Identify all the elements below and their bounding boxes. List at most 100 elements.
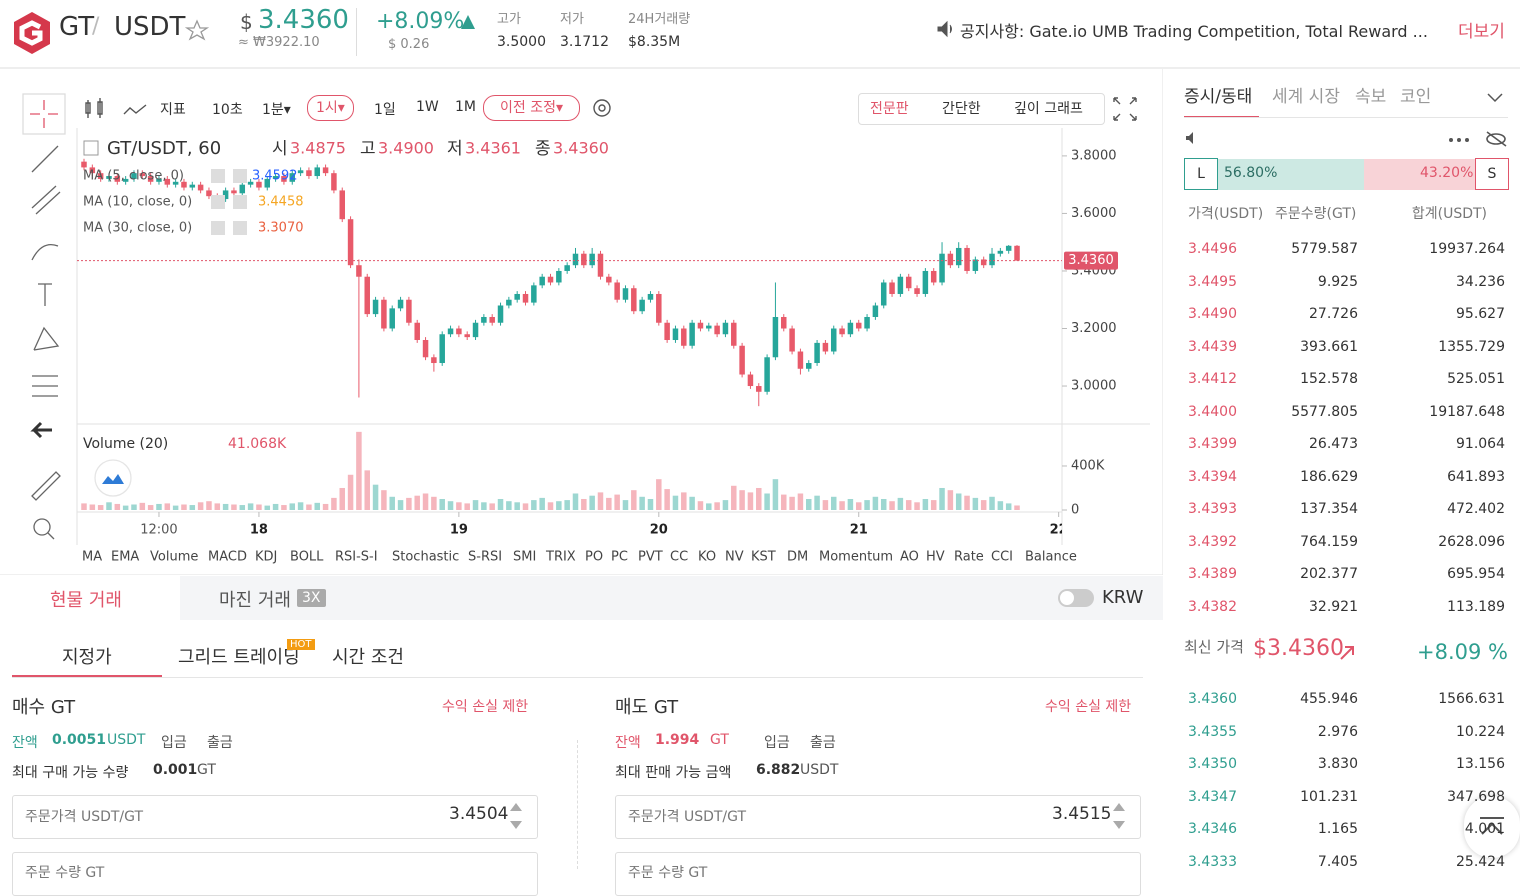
view-button[interactable]: 깊이 그래프 bbox=[1014, 101, 1083, 117]
deposit-link[interactable]: 입금 bbox=[764, 735, 790, 751]
indicator-link[interactable]: KST bbox=[751, 550, 776, 565]
indicator-link[interactable]: HV bbox=[926, 550, 945, 565]
header-border bbox=[0, 67, 1520, 69]
interval-button[interactable]: 10초 bbox=[212, 102, 243, 118]
long-tag: L bbox=[1184, 158, 1218, 190]
interval-button[interactable]: 1시▾ bbox=[307, 95, 354, 121]
order-price[interactable]: 3.4346 bbox=[1188, 821, 1237, 837]
tpsl-link[interactable]: 수익 손실 제한 bbox=[442, 699, 529, 715]
indicator-link[interactable]: Volume bbox=[150, 550, 198, 565]
order-amount: 1.165 bbox=[1317, 821, 1358, 837]
interval-button[interactable]: 1W bbox=[416, 99, 439, 115]
order-price[interactable]: 3.4392 bbox=[1188, 533, 1237, 550]
indicator-link[interactable]: TRIX bbox=[545, 550, 576, 565]
order-price[interactable]: 3.4439 bbox=[1188, 338, 1237, 355]
candle-body bbox=[864, 316, 870, 329]
margin-tab[interactable]: 마진 거래 bbox=[219, 590, 291, 611]
volume-bar bbox=[897, 497, 904, 510]
candle-body bbox=[472, 322, 479, 338]
stepper[interactable] bbox=[510, 821, 522, 829]
indicator-link[interactable]: PVT bbox=[638, 550, 663, 565]
candle-body bbox=[364, 276, 370, 315]
candle-body bbox=[597, 253, 604, 277]
order-price[interactable]: 3.4355 bbox=[1188, 723, 1237, 740]
indicator-link[interactable]: S-RSI bbox=[468, 550, 502, 565]
ohlc-value: 3.4361 bbox=[465, 139, 521, 158]
order-price[interactable]: 3.4490 bbox=[1188, 306, 1237, 322]
order-price[interactable]: 3.4382 bbox=[1188, 598, 1237, 615]
scroll-top[interactable] bbox=[1464, 796, 1520, 858]
indicator-link[interactable]: PO bbox=[585, 550, 603, 565]
indicator-link[interactable]: RSI-S-I bbox=[335, 550, 378, 565]
order-price[interactable]: 3.4412 bbox=[1188, 371, 1237, 387]
interval-button[interactable]: 1일 bbox=[374, 102, 396, 118]
favorite-star[interactable] bbox=[184, 19, 210, 41]
indicator-link[interactable]: AO bbox=[900, 550, 919, 565]
indicator-link[interactable]: CC bbox=[670, 550, 688, 565]
chart-type-icons[interactable] bbox=[85, 97, 1137, 121]
volume-bar bbox=[281, 505, 287, 510]
order-price[interactable]: 3.4400 bbox=[1188, 403, 1237, 420]
time-tab[interactable]: 시간 조건 bbox=[332, 647, 404, 668]
indicator-link[interactable]: Momentum bbox=[819, 550, 893, 565]
price-symbol: $ bbox=[240, 10, 253, 34]
more-link[interactable]: 더보기 bbox=[1458, 22, 1505, 42]
view-button[interactable]: 전문판 bbox=[870, 101, 909, 117]
order-price[interactable]: 3.4495 bbox=[1188, 273, 1237, 290]
indicator-link[interactable]: Stochastic bbox=[392, 550, 459, 565]
indicator-link[interactable]: Balance bbox=[1025, 550, 1077, 565]
view-button[interactable]: 간단한 bbox=[942, 101, 981, 117]
order-price[interactable]: 3.4333 bbox=[1188, 853, 1237, 870]
volume-bar bbox=[1005, 503, 1012, 510]
volume-bar bbox=[1014, 505, 1020, 510]
adjust-button[interactable]: 이전 조정▾ bbox=[483, 95, 580, 121]
spot-tab[interactable]: 현물 거래 bbox=[50, 590, 122, 611]
order-price[interactable]: 3.4394 bbox=[1188, 468, 1237, 485]
indicator-button[interactable]: 지표 bbox=[160, 102, 186, 118]
order-price[interactable]: 3.4399 bbox=[1188, 436, 1237, 452]
indicator-link[interactable]: KDJ bbox=[255, 550, 277, 565]
withdraw-link[interactable]: 출금 bbox=[810, 735, 836, 751]
order-price[interactable]: 3.4389 bbox=[1188, 566, 1237, 582]
grid-tab[interactable]: 그리드 트레이딩 bbox=[178, 647, 300, 668]
order-price[interactable]: 3.4350 bbox=[1188, 756, 1237, 772]
interval-button[interactable]: 1분▾ bbox=[262, 102, 291, 118]
indicator-link[interactable]: PC bbox=[611, 550, 628, 565]
tpsl-link[interactable]: 수익 손실 제한 bbox=[1045, 699, 1132, 715]
candle-body bbox=[247, 181, 254, 185]
withdraw-link[interactable]: 출금 bbox=[207, 735, 233, 751]
interval-button[interactable]: 1M bbox=[455, 99, 476, 115]
deposit-link[interactable]: 입금 bbox=[161, 735, 187, 751]
price-input[interactable] bbox=[12, 795, 538, 839]
indicator-link[interactable]: MACD bbox=[208, 550, 247, 565]
stepper[interactable] bbox=[1113, 803, 1125, 811]
krw-toggle[interactable] bbox=[1058, 589, 1094, 607]
orderbook-tab[interactable]: 증시/동태 bbox=[1184, 87, 1253, 107]
indicator-link[interactable]: EMA bbox=[111, 550, 139, 565]
stepper[interactable] bbox=[510, 803, 522, 811]
stepper[interactable] bbox=[1113, 821, 1125, 829]
indicator-link[interactable]: BOLL bbox=[290, 550, 324, 565]
notice[interactable]: 공지사항: Gate.io UMB Trading Competition, T… bbox=[960, 22, 1428, 41]
drawing-tools[interactable] bbox=[22, 93, 132, 540]
price-input[interactable] bbox=[615, 795, 1141, 839]
orderbook-tab[interactable]: 속보 bbox=[1355, 87, 1387, 107]
limit-tab[interactable]: 지정가 bbox=[62, 647, 112, 668]
order-price[interactable]: 3.4360 bbox=[1188, 691, 1237, 707]
orderbook-tab[interactable]: 코인 bbox=[1400, 87, 1432, 107]
orderbook-tab[interactable]: 세계 시장 bbox=[1272, 87, 1340, 107]
indicator-link[interactable]: KO bbox=[698, 550, 716, 565]
order-price[interactable]: 3.4393 bbox=[1188, 501, 1237, 517]
indicator-link[interactable]: Rate bbox=[954, 550, 984, 565]
order-price[interactable]: 3.4347 bbox=[1188, 788, 1237, 805]
volume-bar bbox=[389, 496, 395, 510]
candle-body bbox=[839, 328, 845, 335]
expand-chevron[interactable] bbox=[1486, 90, 1504, 104]
indicator-link[interactable]: MA bbox=[82, 550, 102, 565]
indicator-link[interactable]: NV bbox=[725, 550, 744, 565]
indicator-link[interactable]: CCI bbox=[991, 550, 1013, 565]
indicator-link[interactable]: DM bbox=[787, 550, 808, 565]
order-price[interactable]: 3.4496 bbox=[1188, 241, 1237, 257]
legend-toggle[interactable] bbox=[83, 140, 99, 156]
indicator-link[interactable]: SMI bbox=[513, 550, 536, 565]
